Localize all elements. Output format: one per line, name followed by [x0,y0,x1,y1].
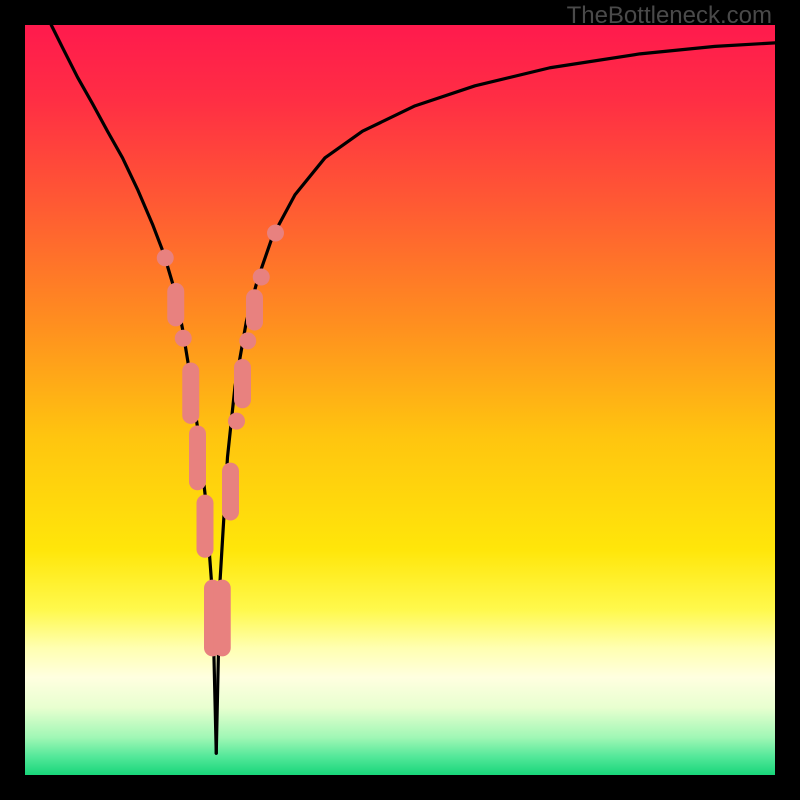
data-marker [246,289,263,330]
data-marker [228,413,245,430]
data-marker [253,269,270,286]
data-marker [189,425,206,490]
data-marker [214,580,231,657]
data-marker [197,495,214,558]
data-marker [182,363,199,424]
watermark-text: TheBottleneck.com [567,2,772,30]
data-marker [267,225,284,242]
curve-right [216,43,775,753]
chart-frame: TheBottleneck.com [0,0,800,800]
data-marker [239,332,256,349]
data-marker [157,249,174,266]
curve-layer [0,0,800,800]
data-marker [175,330,192,347]
data-marker [167,283,184,327]
data-marker [222,463,239,521]
data-marker [234,359,251,408]
